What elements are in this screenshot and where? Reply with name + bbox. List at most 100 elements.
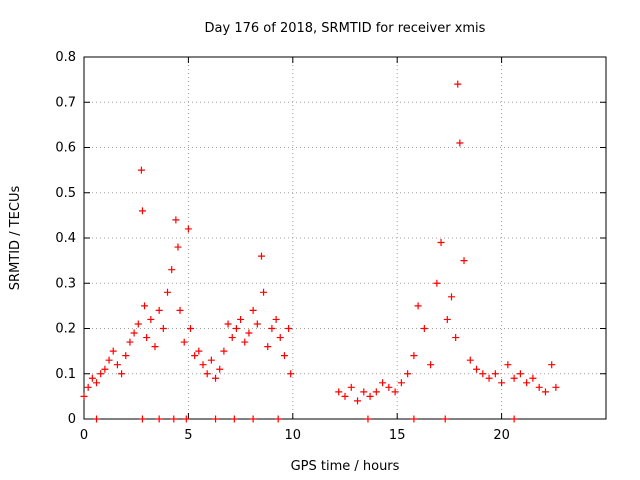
- y-tick-label: 0.1: [55, 367, 76, 382]
- data-point: [224, 320, 232, 328]
- data-point: [168, 266, 176, 274]
- data-point: [347, 383, 355, 391]
- data-point: [504, 361, 512, 369]
- data-point: [105, 356, 113, 364]
- data-point: [391, 388, 399, 396]
- data-point: [230, 415, 238, 423]
- data-point: [101, 365, 109, 373]
- data-point: [172, 216, 180, 224]
- data-point: [212, 374, 220, 382]
- data-point: [498, 379, 506, 387]
- data-point: [516, 370, 524, 378]
- axis-ticks: 0 5 10 15 20 0 0.1 0.2 0.3 0.4 0.5 0.6 0.7 0.8: [55, 50, 606, 443]
- data-point: [460, 257, 468, 265]
- data-point: [510, 415, 518, 423]
- data-point: [109, 347, 117, 355]
- data-point: [93, 379, 101, 387]
- data-point: [280, 352, 288, 360]
- data-point: [137, 166, 145, 174]
- data-point: [134, 320, 142, 328]
- data-point: [287, 370, 295, 378]
- data-point: [186, 325, 194, 332]
- data-point: [354, 397, 362, 405]
- data-point: [529, 374, 537, 382]
- x-tick-label: 5: [184, 428, 192, 443]
- data-point: [420, 325, 428, 332]
- data-point: [360, 388, 368, 396]
- data-point: [170, 415, 178, 423]
- data-point: [485, 374, 493, 382]
- data-point: [260, 288, 268, 296]
- data-point: [397, 379, 405, 387]
- data-point: [195, 347, 203, 355]
- data-point: [276, 334, 284, 342]
- data-point: [164, 288, 172, 296]
- data-point: [427, 361, 435, 369]
- data-point: [510, 374, 518, 382]
- data-point: [174, 243, 182, 251]
- data-point: [220, 347, 228, 355]
- data-point: [443, 315, 451, 323]
- data-point: [523, 379, 531, 387]
- chart-title: Day 176 of 2018, SRMTID for receiver xmi…: [205, 21, 486, 36]
- data-point: [274, 415, 282, 423]
- data-point: [118, 370, 126, 378]
- data-point: [84, 383, 92, 391]
- data-point: [535, 383, 543, 391]
- data-point: [113, 361, 121, 369]
- plot-frame: [83, 56, 607, 420]
- data-point: [155, 306, 163, 314]
- data-point: [176, 306, 184, 314]
- data-point: [245, 329, 253, 337]
- data-point: [182, 415, 190, 423]
- data-point: [366, 392, 374, 400]
- data-point: [491, 370, 499, 378]
- data-point: [414, 302, 422, 310]
- data-point: [437, 239, 445, 247]
- x-tick-label: 10: [285, 428, 302, 443]
- x-tick-label: 15: [389, 428, 406, 443]
- data-point: [335, 388, 343, 396]
- data-point: [207, 356, 215, 364]
- data-point: [379, 379, 387, 387]
- data-point: [410, 415, 418, 423]
- data-point: [410, 352, 418, 360]
- data-point: [454, 80, 462, 88]
- data-point: [122, 352, 130, 360]
- data-point: [180, 338, 188, 346]
- data-point: [372, 388, 380, 396]
- data-point: [466, 356, 474, 364]
- x-tick-label: 20: [493, 428, 510, 443]
- data-point: [159, 325, 167, 332]
- data-point: [232, 325, 240, 332]
- x-tick-label: 0: [80, 428, 88, 443]
- data-point: [452, 334, 460, 342]
- data-point: [268, 325, 276, 332]
- data-point: [404, 370, 412, 378]
- data-point: [249, 306, 257, 314]
- data-point: [143, 334, 151, 342]
- data-point: [264, 343, 272, 351]
- data-point: [364, 415, 372, 423]
- data-point: [441, 415, 449, 423]
- y-tick-label: 0.3: [55, 276, 76, 291]
- data-point: [147, 315, 155, 323]
- data-point: [473, 365, 481, 373]
- data-point: [228, 334, 236, 342]
- data-point: [548, 361, 556, 369]
- data-point: [203, 370, 211, 378]
- y-tick-label: 0.6: [55, 141, 76, 156]
- data-point: [138, 415, 146, 423]
- data-point: [216, 365, 224, 373]
- data-point: [212, 415, 220, 423]
- data-point: [285, 325, 293, 332]
- data-point: [341, 392, 349, 400]
- y-tick-label: 0.5: [55, 186, 76, 201]
- y-axis-label: SRMTID / TECUs: [8, 186, 23, 291]
- data-point: [130, 329, 138, 337]
- data-point: [456, 139, 464, 147]
- data-point: [184, 225, 192, 233]
- data-point: [241, 338, 249, 346]
- data-point: [141, 302, 149, 310]
